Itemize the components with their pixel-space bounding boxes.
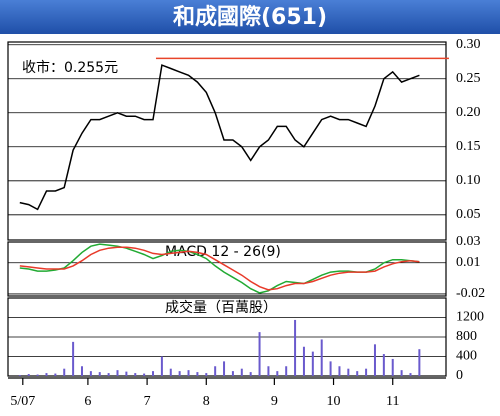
panel-frame xyxy=(7,41,447,241)
x-tick-label: 11 xyxy=(386,394,399,409)
volume-bar xyxy=(143,373,146,376)
volume-bar xyxy=(302,346,305,376)
x-tick-label: 5/07 xyxy=(10,394,35,409)
x-tick-label: 7 xyxy=(144,394,151,409)
volume-bar xyxy=(267,366,270,376)
volume-bar xyxy=(116,370,119,376)
volume-bar xyxy=(365,368,368,376)
y-tick-label: 800 xyxy=(456,329,477,344)
x-tick-label: 10 xyxy=(327,394,341,409)
volume-bar xyxy=(80,366,83,376)
volume-bar xyxy=(134,373,137,376)
volume-bar xyxy=(311,351,314,376)
volume-bar xyxy=(249,372,252,376)
volume-bar xyxy=(214,366,217,376)
volume-bar xyxy=(18,375,21,376)
volume-bar xyxy=(36,374,39,376)
x-tick-label: 9 xyxy=(271,394,278,409)
volume-bar xyxy=(276,371,279,376)
panel-annotation: MACD 12 - 26(9) xyxy=(165,244,281,260)
volume-bar xyxy=(294,319,297,376)
volume-bar xyxy=(240,368,243,376)
volume-bar xyxy=(418,349,421,376)
data-line xyxy=(19,246,420,291)
volume-bar xyxy=(160,356,163,376)
y-tick-label: 0.25 xyxy=(456,71,481,86)
volume-bar xyxy=(152,371,155,376)
volume-bar xyxy=(373,344,376,376)
y-tick-label: -0.02 xyxy=(456,286,485,301)
y-tick-label: 0.05 xyxy=(456,207,481,222)
volume-bar xyxy=(338,366,341,376)
volume-bar xyxy=(169,368,172,376)
volume-bar xyxy=(89,371,92,376)
y-tick-label: 0.20 xyxy=(456,105,481,120)
volume-bar xyxy=(27,374,30,376)
y-tick-label: 1200 xyxy=(456,310,484,325)
volume-bar xyxy=(329,361,332,376)
volume-bar xyxy=(54,373,57,376)
volume-bar xyxy=(320,339,323,376)
y-tick-label: 0.30 xyxy=(456,37,481,52)
volume-bar xyxy=(187,370,190,376)
y-tick-label: 0 xyxy=(456,368,463,383)
volume-bar xyxy=(125,371,128,376)
volume-bar xyxy=(391,358,394,376)
volume-bar xyxy=(45,373,48,376)
panel-annotation: 收市：0.255元 xyxy=(22,59,118,76)
volume-bar xyxy=(178,371,181,376)
volume-bar xyxy=(72,341,75,376)
volume-bar xyxy=(285,366,288,376)
data-line xyxy=(19,64,420,211)
y-tick-label: 0.15 xyxy=(456,139,481,154)
volume-bar xyxy=(196,372,199,376)
volume-bar xyxy=(382,354,385,376)
title-banner xyxy=(0,0,500,34)
y-tick-label: 0.10 xyxy=(456,173,481,188)
volume-bar xyxy=(63,368,66,376)
volume-bar xyxy=(107,373,110,376)
x-tick-label: 8 xyxy=(203,394,210,409)
panel-annotation: 成交量（百萬股） xyxy=(165,299,277,316)
volume-bar xyxy=(409,373,412,376)
volume-bar xyxy=(223,361,226,376)
y-tick-label: 0.03 xyxy=(456,234,481,249)
x-tick-label: 6 xyxy=(84,394,91,409)
volume-bar xyxy=(98,372,101,376)
volume-bar xyxy=(400,370,403,376)
volume-bar xyxy=(205,373,208,376)
volume-bar xyxy=(347,368,350,376)
volume-bar xyxy=(258,332,261,376)
y-tick-label: 400 xyxy=(456,349,477,364)
volume-bar xyxy=(231,371,234,376)
chart-title: 和成國際(651) xyxy=(173,4,327,30)
volume-bar xyxy=(356,371,359,376)
y-tick-label: 0.01 xyxy=(456,255,481,270)
